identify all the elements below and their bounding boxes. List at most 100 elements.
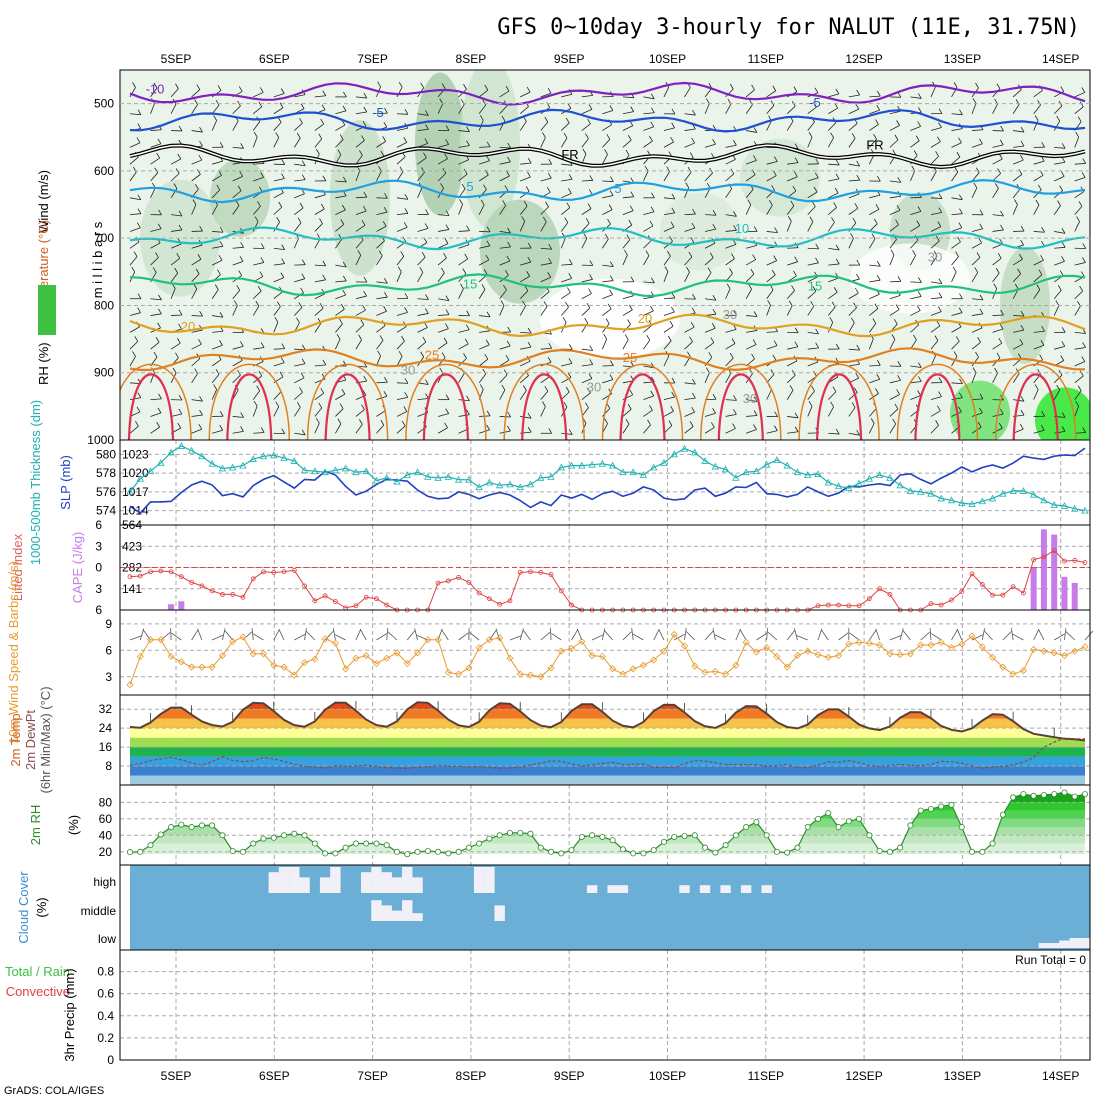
wind-barb	[602, 379, 614, 384]
wind-barb	[684, 397, 696, 401]
wind-barb-flag	[959, 109, 963, 115]
wind-barb	[150, 398, 162, 401]
wind-barb	[150, 242, 161, 249]
wind-barb-flag	[542, 132, 546, 138]
wind-barb-flag	[1041, 141, 1045, 148]
wind-barb-flag	[979, 407, 983, 414]
surface-wind-barb	[306, 631, 316, 641]
credit-text: GrADS: COLA/IGES	[4, 1085, 104, 1097]
rh-point	[712, 849, 719, 856]
dewpoint-axis-label: 2m DewPt	[23, 710, 38, 770]
wind-barb	[622, 210, 634, 216]
wind-barb-flag	[548, 343, 553, 349]
wind-barb	[273, 362, 285, 367]
wind-barb	[253, 92, 264, 98]
wind-barb	[787, 346, 799, 350]
wind-barb	[1053, 389, 1061, 400]
bottom-date-label: 14SEP	[1042, 1069, 1079, 1083]
wind-speed-point	[547, 664, 555, 672]
wind-barb	[766, 90, 777, 98]
wind-barb	[252, 406, 258, 417]
wind-barb	[807, 191, 818, 199]
rh-color-band	[130, 835, 1085, 844]
rh-point	[650, 847, 657, 854]
wind-barb-flag	[1056, 115, 1061, 122]
wind-barb-flag	[363, 375, 368, 382]
surface-wind-barb	[273, 629, 280, 641]
wind-barb-flag	[959, 208, 963, 214]
wind-barb-flag	[153, 351, 158, 358]
wind-barb	[273, 306, 281, 316]
wind-barb-flag	[609, 289, 613, 295]
lifted-index-point	[866, 596, 872, 602]
surface-heat-contour	[503, 363, 585, 440]
surface-wind-barb	[756, 633, 767, 641]
wind-barb-flag	[692, 392, 696, 399]
wind-barb-flag	[876, 360, 881, 366]
wind-barb	[766, 260, 777, 266]
wind-barb	[150, 426, 160, 434]
wind-barb-flag	[567, 103, 572, 109]
lifted-index-point	[815, 603, 821, 609]
wind-barb-flag	[1036, 284, 1041, 290]
wind-barb-flag	[793, 270, 797, 277]
wind-barb	[848, 322, 855, 333]
surface-heat-contour	[717, 373, 764, 440]
wind-barb-flag	[876, 374, 881, 380]
wind-barb	[294, 278, 305, 283]
wind-barb	[930, 325, 941, 333]
wind-barb	[1033, 429, 1045, 434]
wind-barb-flag	[1079, 370, 1084, 377]
surface-wind-barb	[1033, 629, 1040, 641]
wind-barb-flag	[1018, 169, 1023, 175]
wind-barb-flag	[958, 392, 963, 398]
rh-point	[866, 832, 873, 839]
wind-barb-flag	[546, 187, 551, 193]
wind-barb	[150, 313, 162, 316]
wind-barb-flag	[240, 412, 244, 418]
lifted-index-point	[569, 602, 574, 608]
wind-barb	[745, 259, 756, 266]
wind-barb-flag	[938, 391, 942, 397]
wind-barb-flag	[712, 138, 716, 145]
wind-barb	[971, 172, 980, 182]
wind-barb	[684, 113, 696, 116]
wind-barb	[191, 273, 200, 283]
wind-barb-flag	[607, 218, 611, 225]
wind-barb	[910, 211, 922, 216]
wind-barb-flag	[281, 173, 285, 179]
surface-wind-barb	[211, 634, 224, 641]
wind-barb	[745, 189, 754, 199]
wind-barb	[376, 240, 385, 249]
wind-barb	[355, 424, 363, 434]
wind-barb	[499, 345, 511, 350]
thickness-point	[608, 461, 617, 469]
lifted-index-point	[528, 569, 533, 575]
wind-barb-flag	[752, 254, 756, 260]
thickness-point	[629, 468, 637, 476]
wind-barb-flag	[481, 284, 486, 290]
wind-barb-flag	[979, 294, 984, 301]
wind-barb	[520, 162, 532, 165]
freezing-level-line-inner	[129, 144, 1086, 168]
wind-barb-flag	[239, 171, 244, 177]
wind-barb	[232, 416, 244, 418]
wind-barb-flag	[277, 301, 281, 307]
wind-barb	[458, 258, 468, 266]
rh-point	[157, 831, 164, 838]
wind-barb-flag	[624, 334, 629, 340]
contour-label: FR	[866, 137, 883, 152]
wind-barb	[560, 306, 569, 316]
wind-barb	[971, 187, 978, 198]
wind-barb-flag	[384, 278, 388, 284]
surface-wind-barb	[956, 628, 963, 641]
wind-barb	[766, 345, 778, 350]
lifted-index-point	[261, 569, 266, 575]
wind-barb-flag	[501, 115, 506, 122]
wind-barb-flag	[568, 174, 573, 180]
wind-barb	[273, 406, 280, 417]
wind-barb-flag	[856, 174, 861, 181]
wind-barb	[745, 104, 753, 114]
wind-barb-flag	[974, 267, 979, 273]
wind-barb	[930, 127, 942, 131]
